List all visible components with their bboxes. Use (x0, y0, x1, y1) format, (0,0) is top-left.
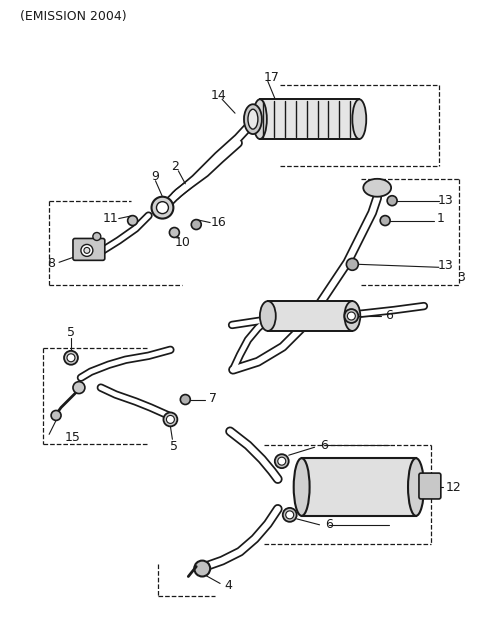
Text: 13: 13 (438, 259, 454, 272)
Text: 5: 5 (170, 440, 179, 453)
Ellipse shape (244, 104, 262, 134)
Text: 11: 11 (103, 212, 119, 225)
Circle shape (180, 394, 190, 404)
Text: 13: 13 (438, 194, 454, 207)
Circle shape (194, 561, 210, 577)
FancyBboxPatch shape (73, 239, 105, 260)
Circle shape (283, 508, 297, 522)
Text: 16: 16 (210, 216, 226, 229)
Text: 17: 17 (264, 71, 280, 84)
Circle shape (278, 457, 286, 465)
Circle shape (128, 216, 138, 226)
Circle shape (81, 244, 93, 256)
Circle shape (51, 410, 61, 420)
Circle shape (67, 354, 75, 362)
Circle shape (286, 511, 294, 519)
Circle shape (156, 202, 168, 214)
FancyBboxPatch shape (260, 100, 360, 139)
Circle shape (164, 412, 178, 426)
Ellipse shape (253, 100, 267, 139)
Ellipse shape (363, 179, 391, 197)
Text: (EMISSION 2004): (EMISSION 2004) (20, 10, 126, 23)
FancyBboxPatch shape (419, 473, 441, 499)
Circle shape (64, 351, 78, 365)
Text: 7: 7 (209, 392, 217, 405)
Text: 14: 14 (210, 89, 226, 102)
Text: 3: 3 (457, 271, 465, 284)
Text: 15: 15 (65, 431, 81, 444)
Circle shape (152, 197, 173, 219)
Text: 9: 9 (152, 170, 159, 183)
Text: 6: 6 (325, 518, 334, 531)
Text: 2: 2 (171, 160, 180, 174)
Text: 4: 4 (224, 579, 232, 592)
Text: 8: 8 (47, 257, 55, 270)
Ellipse shape (352, 100, 366, 139)
Ellipse shape (248, 109, 258, 129)
Text: 12: 12 (446, 480, 462, 494)
FancyBboxPatch shape (301, 458, 416, 516)
Circle shape (344, 309, 358, 323)
Circle shape (348, 312, 355, 320)
Ellipse shape (408, 458, 424, 516)
Text: 6: 6 (321, 439, 328, 452)
Circle shape (347, 258, 358, 271)
Circle shape (73, 382, 85, 394)
Circle shape (192, 219, 201, 230)
Text: 5: 5 (67, 327, 75, 339)
Ellipse shape (344, 301, 360, 331)
Circle shape (275, 454, 288, 468)
Ellipse shape (294, 458, 310, 516)
Circle shape (167, 415, 174, 424)
Circle shape (380, 216, 390, 226)
Text: 6: 6 (385, 309, 393, 322)
Text: 10: 10 (174, 236, 190, 249)
Ellipse shape (260, 301, 276, 331)
Circle shape (169, 228, 180, 237)
Circle shape (84, 248, 90, 253)
Circle shape (387, 196, 397, 205)
FancyBboxPatch shape (268, 301, 352, 331)
Text: 1: 1 (437, 212, 445, 225)
Circle shape (93, 232, 101, 241)
